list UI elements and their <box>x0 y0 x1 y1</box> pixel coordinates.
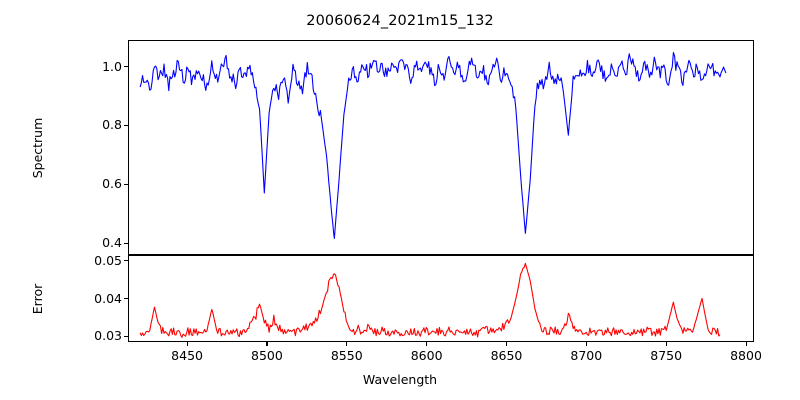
spectrum-ytick-label: 0.6 <box>102 176 122 192</box>
wavelength-tick-label: 8650 <box>490 348 523 363</box>
spectrum-data-line <box>139 52 727 239</box>
error-ytick-label: 0.04 <box>94 290 122 306</box>
wavelength-tick-label: 8750 <box>650 348 683 363</box>
error-ytick-mark <box>124 260 128 262</box>
wavelength-tick-label: 8500 <box>251 348 283 363</box>
spectrum-ytick-mark <box>124 124 128 126</box>
error-ytick-mark <box>124 335 128 337</box>
wavelength-tick-label: 8450 <box>171 348 203 363</box>
error-ytick-mark <box>124 298 128 300</box>
spectrum-ytick-mark <box>124 66 128 68</box>
wavelength-tick-mark <box>186 342 188 346</box>
error-ytick-label: 0.05 <box>94 252 122 268</box>
spectrum-axis-label: Spectrum <box>30 117 45 178</box>
wavelength-tick-label: 8550 <box>330 348 363 363</box>
wavelength-tick-mark <box>426 342 428 346</box>
error-axis-label: Error <box>30 283 45 314</box>
spectrum-ytick-mark <box>124 183 128 185</box>
wavelength-tick-mark <box>665 342 667 346</box>
spectrum-ytick-label: 0.8 <box>102 117 122 133</box>
spectrum-ytick-mark <box>124 242 128 244</box>
spectrum-axes <box>128 40 754 255</box>
wavelength-tick-mark <box>505 342 508 346</box>
wavelength-tick-mark <box>585 342 587 346</box>
wavelength-tick-label: 8800 <box>730 348 762 363</box>
wavelength-tick-mark <box>346 342 348 346</box>
plot-title: 20060624_2021m15_132 <box>306 13 494 29</box>
spectrum-ytick-label: 1.0 <box>102 58 122 74</box>
error-data-line <box>139 262 721 338</box>
wavelength-tick-mark <box>745 342 747 346</box>
error-ytick-label: 0.03 <box>94 328 122 344</box>
spectrum-ytick-label: 0.4 <box>102 235 122 251</box>
wavelength-tick-label: 8700 <box>570 348 603 363</box>
wavelength-axis-label: Wavelength <box>362 372 438 387</box>
error-plot-area <box>139 262 721 338</box>
wavelength-tick-mark <box>266 342 268 346</box>
error-axes <box>128 255 754 342</box>
wavelength-tick-label: 8600 <box>410 348 443 363</box>
spectrum-plot-area <box>139 52 727 239</box>
